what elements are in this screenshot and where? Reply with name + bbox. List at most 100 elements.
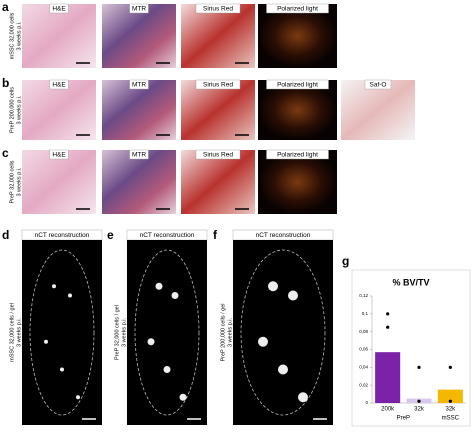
stain-label: Polarized light: [277, 152, 318, 159]
sample-label: PreP 32,000 cells / gel 3 weeks p.i.: [114, 305, 127, 360]
histology-image: [258, 80, 337, 140]
bar: [437, 389, 463, 403]
chart-title: % BV/TV: [392, 277, 429, 287]
stain-label-box: [49, 149, 69, 160]
stain-label: H&E: [52, 6, 66, 13]
x-tick-label: 32k: [414, 407, 425, 413]
data-point: [386, 325, 390, 329]
sample-text: 3 weeks p.i.: [16, 167, 22, 197]
sample-text: PreP 32,000 cells / gel: [114, 305, 120, 360]
sample-text: mSSC 32,000 cells: [9, 12, 15, 59]
scaffold-outline: [29, 249, 95, 416]
stain-label-box: [49, 79, 69, 90]
ct-image: [127, 240, 207, 425]
mineral-deposit: [268, 281, 278, 292]
sample-text: 3 weeks p.i.: [121, 318, 127, 348]
scaffold-outline: [240, 249, 326, 416]
histology-image: [22, 80, 96, 140]
histology-image: [181, 150, 255, 214]
mineral-deposit: [155, 282, 163, 290]
mineral-deposit: [179, 393, 187, 401]
mineral-deposit: [147, 338, 155, 346]
mineral-deposit: [163, 366, 171, 373]
mineral-deposit: [278, 364, 288, 375]
chart-frame: [351, 269, 471, 427]
y-tick-label: 0,06: [359, 347, 368, 352]
stain-label: Saf-O: [370, 82, 387, 89]
panel-letter: b: [2, 76, 9, 90]
sample-text: 3 weeks p.i.: [227, 318, 233, 348]
mineral-deposit: [60, 367, 64, 372]
mineral-deposit: [68, 293, 72, 298]
bar: [375, 352, 401, 403]
stain-label: MTR: [132, 6, 146, 13]
scaffold-outline: [134, 249, 200, 416]
panel-letter: c: [2, 146, 9, 160]
stain-label-box: [364, 79, 392, 90]
panel-letter: f: [213, 228, 218, 242]
stain-label: H&E: [52, 152, 66, 159]
sample-label: PreP 200,000 cells / gel 3 weeks p.i.: [220, 304, 233, 362]
mineral-deposit: [44, 339, 48, 344]
stain-label-box: [195, 79, 241, 90]
histology-image: [181, 4, 255, 68]
histology-image: [258, 4, 337, 68]
histology-image: [181, 80, 255, 140]
mineral-deposit: [288, 290, 298, 301]
sample-text: 3 weeks p.i.: [16, 95, 22, 125]
y-tick-label: 0: [365, 400, 368, 405]
stain-label: H&E: [52, 82, 66, 89]
y-tick-label: 0,04: [359, 365, 368, 370]
sample-label: PreP 32,000 cells 3 weeks p.i.: [9, 160, 22, 203]
stain-label-box: [195, 149, 241, 160]
data-point: [448, 399, 452, 403]
panel-letter: g: [342, 254, 349, 268]
mineral-deposit: [298, 392, 308, 403]
stain-label-box: [129, 149, 149, 160]
sample-text: 3 weeks p.i.: [16, 21, 22, 51]
mineral-deposit: [258, 336, 268, 347]
data-point: [448, 365, 452, 369]
sample-text: PreP 32,000 cells: [9, 160, 15, 203]
panel-letter: d: [2, 228, 9, 242]
histology-image: [102, 80, 176, 140]
ct-image: [233, 240, 333, 425]
stain-label-box: [129, 3, 149, 14]
histology-image: [258, 150, 337, 214]
mineral-deposit: [171, 292, 179, 299]
panel-letter: a: [2, 0, 9, 14]
y-tick-label: 0,12: [359, 293, 368, 298]
y-tick-label: 0,02: [359, 382, 368, 387]
data-point: [417, 365, 421, 369]
sample-label: mSSC 32,000 cells 3 weeks p.i.: [9, 12, 22, 59]
sample-text: mSSC 32,000 cells / gel: [9, 303, 15, 362]
y-tick-label: 0,1: [362, 311, 369, 316]
x-tick-label: 32k: [445, 407, 456, 413]
stain-label-box: [49, 3, 69, 14]
sample-text: PreP 200,000 cells / gel: [220, 304, 226, 362]
stain-label-box: [195, 3, 241, 14]
sample-label: PreP 200,000 cells 3 weeks p.i.: [9, 87, 22, 133]
stain-label-box: [266, 79, 329, 90]
histology-image: [102, 4, 176, 68]
stain-label: Polarized light: [277, 6, 318, 13]
x-tick-label: 200k: [381, 407, 395, 413]
sample-label: mSSC 32,000 cells / gel 3 weeks p.i.: [9, 303, 22, 362]
stain-label-box: [129, 79, 149, 90]
data-point: [386, 312, 390, 316]
ct-title: nCT reconstruction: [35, 232, 90, 239]
histology-image: [22, 150, 96, 214]
stain-label: MTR: [132, 82, 146, 89]
mineral-deposit: [52, 284, 56, 289]
sample-text: PreP 200,000 cells: [9, 87, 15, 133]
stain-label: Sirius Red: [203, 6, 233, 13]
stain-label-box: [266, 149, 329, 160]
group-label: PreP: [397, 416, 410, 422]
ct-title: nCT reconstruction: [140, 232, 195, 239]
histology-image: [102, 150, 176, 214]
y-tick-label: 0,08: [359, 329, 368, 334]
stain-label-box: [266, 3, 329, 14]
